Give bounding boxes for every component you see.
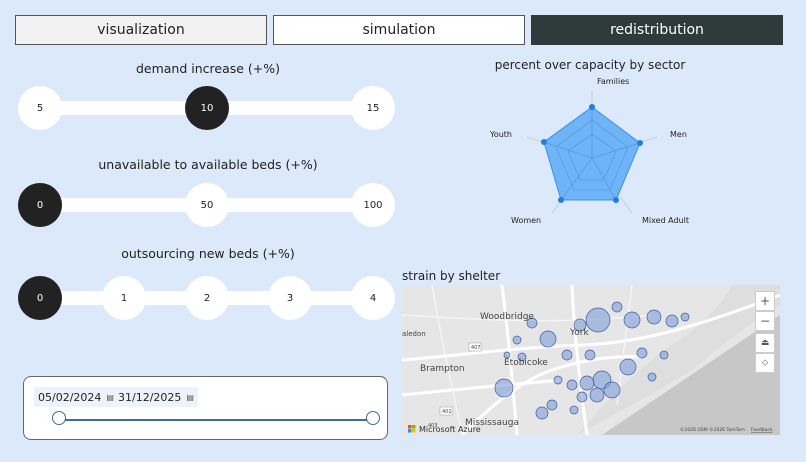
tab-simulation[interactable]: simulation xyxy=(273,15,525,45)
shelter-bubble xyxy=(546,399,558,411)
shelter-bubble xyxy=(589,387,605,403)
map-attribution: ©2026 OSM ©2026 TomTom xyxy=(680,426,745,433)
map-highway-403: 403 xyxy=(428,423,438,429)
start-date-handle[interactable] xyxy=(52,411,66,425)
radar-axis-mixed-adult: Mixed Adult xyxy=(642,216,689,225)
shelter-bubble xyxy=(623,311,641,329)
radar-title: percent over capacity by sector xyxy=(494,58,686,72)
end-date-handle[interactable] xyxy=(366,411,380,425)
start-date-value: 05/02/2024 xyxy=(38,390,102,404)
date-range-slicer: 05/02/2024 ▤ 31/12/2025 ▤ xyxy=(23,376,388,440)
radar-point-men xyxy=(637,140,643,146)
shelter-bubble xyxy=(566,379,578,391)
shelter-bubble xyxy=(503,351,511,359)
shelter-bubble xyxy=(539,330,557,348)
shelter-bubble xyxy=(659,350,669,360)
map-title: strain by shelter xyxy=(402,269,501,283)
radar-point-women xyxy=(558,197,564,203)
microsoft-azure-logo: Microsoft Azure xyxy=(408,425,481,434)
radar-axis-youth: Youth xyxy=(489,130,512,139)
svg-text:Microsoft Azure: Microsoft Azure xyxy=(419,425,481,434)
shelter-bubble xyxy=(576,391,588,403)
tab-redistribution[interactable]: redistribution xyxy=(531,15,783,45)
shelter-bubble xyxy=(584,349,596,361)
demand-option-15[interactable]: 15 xyxy=(351,86,395,130)
zoom-in-button[interactable]: + xyxy=(755,291,775,311)
outsourcing-option-1[interactable]: 1 xyxy=(102,276,146,320)
radar-axis-families: Families xyxy=(597,77,629,86)
shelter-map[interactable]: Woodbridge York Brampton Etobicoke Missi… xyxy=(402,285,780,435)
outsourcing-label: outsourcing new beds (+%) xyxy=(121,246,295,261)
shelter-bubble xyxy=(517,352,527,362)
map-feedback-link: Feedback xyxy=(751,427,773,433)
compass-icon[interactable]: ⬦ xyxy=(755,353,775,373)
outsourcing-option-0[interactable]: 0 xyxy=(18,276,62,320)
shelter-bubble xyxy=(603,381,621,399)
outsourcing-option-4[interactable]: 4 xyxy=(351,276,395,320)
radar-axis-women: Women xyxy=(511,216,541,225)
zoom-out-button[interactable]: − xyxy=(755,311,775,331)
shelter-bubble xyxy=(646,309,662,325)
shelter-bubble xyxy=(561,349,573,361)
shelter-bubble xyxy=(680,312,690,322)
calendar-icon[interactable]: ▤ xyxy=(186,392,194,402)
shelter-bubble xyxy=(526,317,538,329)
shelter-bubble xyxy=(611,301,623,313)
end-date-field[interactable]: 31/12/2025 ▤ xyxy=(114,387,198,407)
map-place-etobicoke: Etobicoke xyxy=(504,358,548,368)
calendar-icon[interactable]: ▤ xyxy=(106,392,114,402)
shelter-bubble xyxy=(569,405,579,415)
map-place-brampton: Brampton xyxy=(420,364,465,374)
radar-point-youth xyxy=(541,139,547,145)
date-range-track[interactable] xyxy=(60,419,374,421)
outsourcing-option-2[interactable]: 2 xyxy=(185,276,229,320)
beds-option-50[interactable]: 50 xyxy=(185,183,229,227)
shelter-bubble xyxy=(579,375,595,391)
shelter-bubble xyxy=(665,314,679,328)
tilt-icon[interactable]: ⏏ xyxy=(755,333,775,353)
map-highway-407: 407 xyxy=(471,345,481,351)
beds-option-0[interactable]: 0 xyxy=(18,183,62,227)
map-place-woodbridge: Woodbridge xyxy=(480,312,534,322)
radar-point-families xyxy=(589,104,595,110)
radar-axis-men: Men xyxy=(670,130,687,139)
shelter-bubble xyxy=(585,307,611,333)
shelter-bubble xyxy=(512,335,522,345)
map-place-aledon: aledon xyxy=(402,330,426,338)
shelter-bubble xyxy=(494,378,514,398)
map-place-mississauga: Mississauga xyxy=(465,418,519,428)
map-highway-401: 401 xyxy=(442,409,452,415)
beds-label: unavailable to available beds (+%) xyxy=(98,157,318,172)
shelter-bubble xyxy=(535,406,549,420)
start-date-field[interactable]: 05/02/2024 ▤ xyxy=(34,387,118,407)
outsourcing-option-3[interactable]: 3 xyxy=(268,276,312,320)
demand-increase-label: demand increase (+%) xyxy=(135,61,281,76)
radar-point-mixed-adult xyxy=(613,197,619,203)
demand-option-5[interactable]: 5 xyxy=(18,86,62,130)
shelter-bubble xyxy=(573,318,587,332)
tab-visualization[interactable]: visualization xyxy=(15,15,267,45)
beds-option-100[interactable]: 100 xyxy=(351,183,395,227)
map-place-york: York xyxy=(569,328,590,338)
shelter-bubble xyxy=(619,358,637,376)
radar-area xyxy=(543,106,641,201)
shelter-bubble xyxy=(636,347,648,359)
shelter-bubble xyxy=(553,375,563,385)
demand-option-10[interactable]: 10 xyxy=(185,86,229,130)
end-date-value: 31/12/2025 xyxy=(118,390,182,404)
shelter-bubble xyxy=(647,372,657,382)
